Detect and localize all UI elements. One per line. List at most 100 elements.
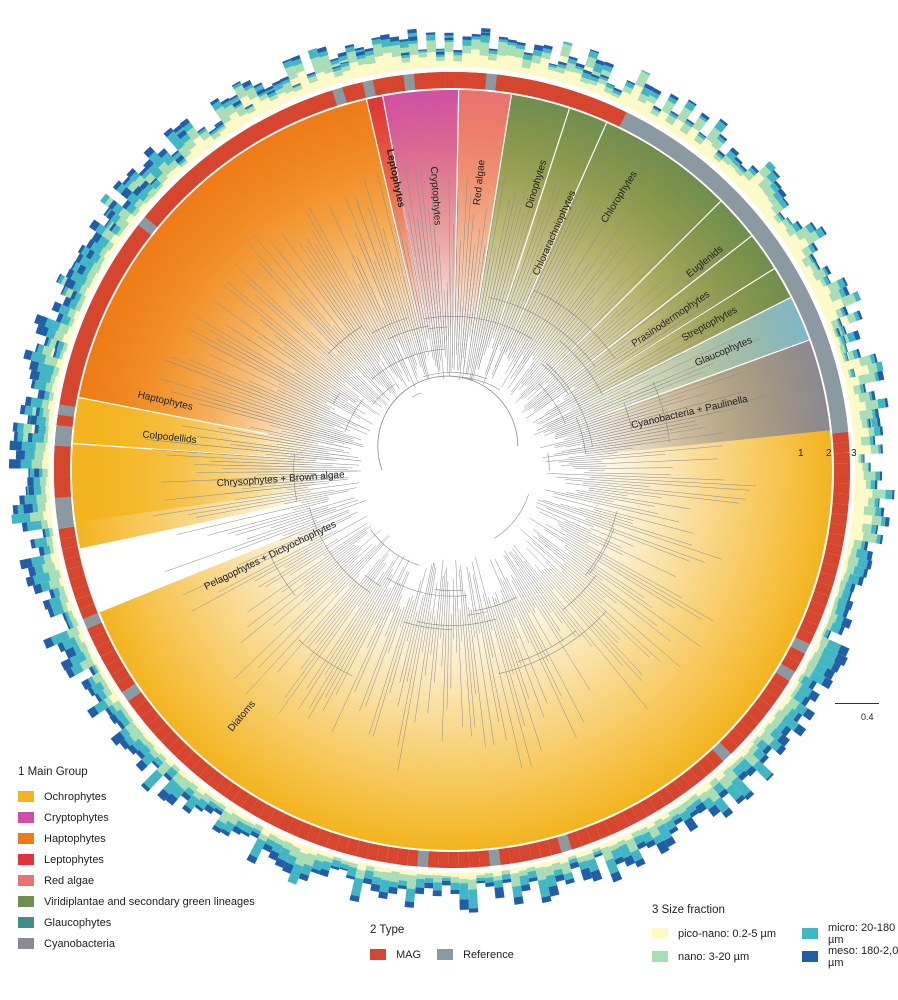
size-ring-segment [823, 629, 830, 639]
size-ring-segment [149, 738, 158, 748]
size-ring-segment [453, 61, 462, 68]
size-ring-segment [591, 845, 600, 851]
legend-size-swatch [652, 951, 668, 962]
size-ring-segment [588, 79, 598, 86]
type-ring-segment [831, 503, 849, 516]
size-ring-segment [880, 507, 885, 517]
size-ring-segment [787, 708, 799, 720]
size-ring-segment [242, 824, 254, 835]
size-ring-segment [462, 45, 472, 54]
size-ring-segment [371, 876, 382, 886]
size-ring-segment [828, 289, 843, 303]
size-ring-segment [567, 58, 578, 66]
type-ring-segment [592, 99, 608, 119]
size-ring-segment [559, 856, 569, 865]
legend-main-swatch [18, 917, 34, 928]
size-ring-segment [112, 180, 123, 191]
size-ring-segment [23, 349, 33, 361]
size-ring-segment [630, 848, 643, 862]
type-ring-segment [122, 683, 142, 702]
legend-size-label: micro: 20-180 µm [828, 921, 896, 946]
type-ring-segment [223, 782, 242, 802]
scale-bar-line [835, 703, 879, 704]
size-ring-segment [211, 100, 223, 111]
size-ring-segment [835, 345, 842, 355]
size-ring-segment [72, 261, 81, 272]
size-ring-segment [844, 343, 848, 353]
legend-main-label: Haptophytes [44, 832, 106, 845]
size-ring-segment [77, 244, 86, 254]
size-ring-segment [442, 875, 451, 878]
legend-main-label: Cryptophytes [44, 811, 109, 824]
type-ring-segment [795, 628, 815, 645]
size-ring-segment [270, 97, 282, 109]
size-ring-segment [516, 41, 526, 46]
size-ring-segment [119, 716, 131, 728]
size-ring-segment [41, 561, 56, 574]
size-ring-segment [847, 369, 852, 379]
size-ring-segment [132, 719, 141, 729]
size-ring-segment [853, 384, 862, 395]
size-ring-segment [53, 560, 62, 571]
type-ring-segment [817, 572, 836, 587]
size-ring-segment [329, 57, 339, 62]
legend-main-item: Leptophytes [18, 849, 255, 870]
size-ring-segment [194, 804, 204, 812]
size-ring-segment [652, 834, 665, 845]
size-ring-segment [11, 512, 31, 524]
size-ring-segment [15, 450, 26, 460]
size-ring-segment [872, 435, 876, 445]
size-ring-segment [52, 544, 58, 554]
size-ring-segment [216, 123, 225, 131]
size-ring-segment [859, 409, 874, 420]
size-ring-segment [487, 59, 497, 70]
size-ring-segment [333, 69, 344, 78]
size-ring-segment [157, 148, 168, 159]
size-ring-segment [842, 306, 849, 316]
legend-main-item: Haptophytes [18, 828, 255, 849]
size-ring-segment [126, 192, 140, 206]
size-ring-segment [34, 468, 40, 478]
size-ring-segment [304, 852, 317, 867]
size-ring-segment [521, 58, 532, 69]
type-ring-segment [458, 851, 470, 868]
size-ring-segment [869, 462, 871, 472]
size-ring-segment [87, 647, 95, 657]
size-ring-segment [791, 679, 800, 690]
type-ring-segment [147, 715, 166, 734]
size-ring-segment [622, 831, 633, 842]
type-ring-segment [816, 350, 835, 365]
size-ring-segment [110, 212, 121, 224]
size-ring-segment [591, 847, 601, 854]
size-ring-segment [528, 876, 538, 883]
size-ring-segment [127, 744, 138, 755]
size-ring-segment [231, 825, 243, 836]
size-ring-segment [109, 244, 118, 253]
size-ring-segment [709, 156, 720, 166]
type-ring-segment [315, 828, 331, 848]
type-ring-segment [322, 90, 338, 109]
size-ring-segment [60, 285, 66, 295]
size-ring-segment [119, 727, 131, 739]
size-ring-segment [885, 489, 893, 500]
size-ring-segment [585, 83, 597, 93]
size-ring-segment [78, 632, 87, 643]
type-ring-segment [813, 340, 832, 356]
size-ring-segment [108, 691, 121, 704]
type-ring-segment [793, 292, 813, 309]
size-ring-segment [172, 772, 185, 785]
size-ring-segment [646, 95, 658, 105]
size-ring-segment [67, 610, 75, 620]
size-ring-segment [99, 247, 108, 258]
legend-main-swatch [18, 812, 34, 823]
size-ring-segment [110, 731, 126, 746]
size-ring-segment [629, 827, 639, 834]
type-ring-segment [413, 72, 426, 90]
size-ring-segment [205, 790, 214, 798]
legend-main-item: Cryptophytes [18, 807, 255, 828]
size-ring-segment [45, 443, 50, 452]
size-ring-segment [52, 366, 60, 377]
size-ring-segment [52, 527, 55, 536]
size-ring-segment [186, 126, 200, 141]
type-ring-segment [396, 848, 409, 866]
